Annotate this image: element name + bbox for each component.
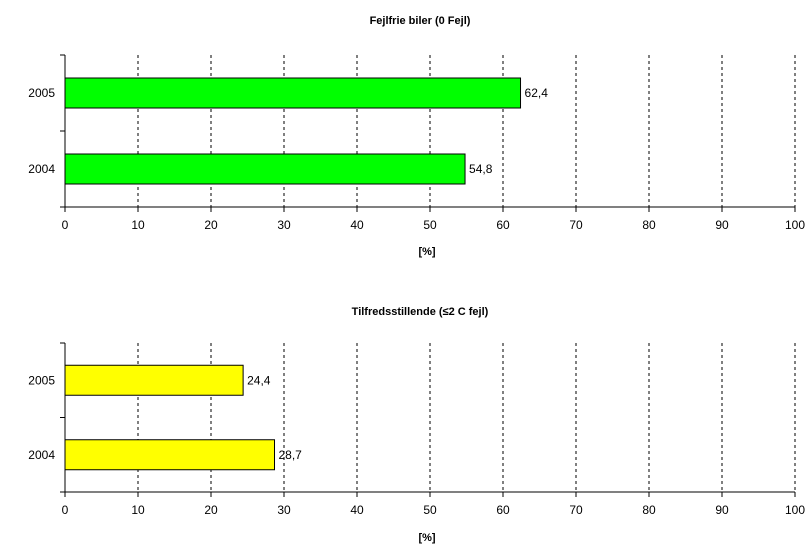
data-label: 28,7 bbox=[279, 448, 303, 462]
chart-title: Fejlfrie biler (0 Fejl) bbox=[370, 15, 471, 27]
data-label: 62,4 bbox=[525, 86, 549, 100]
x-tick-label: 70 bbox=[569, 503, 583, 517]
data-label: 54,8 bbox=[469, 162, 493, 176]
x-tick-label: 0 bbox=[62, 218, 69, 232]
x-tick-label: 80 bbox=[642, 218, 656, 232]
x-tick-label: 70 bbox=[569, 218, 583, 232]
x-tick-label: 100 bbox=[785, 503, 805, 517]
x-axis-label: [%] bbox=[418, 246, 435, 258]
x-tick-label: 0 bbox=[62, 503, 69, 517]
category-label: 2005 bbox=[28, 373, 55, 387]
x-tick-label: 30 bbox=[277, 503, 291, 517]
category-label: 2005 bbox=[28, 86, 55, 100]
x-tick-label: 20 bbox=[204, 218, 218, 232]
x-tick-label: 10 bbox=[131, 503, 145, 517]
x-tick-label: 50 bbox=[423, 218, 437, 232]
x-axis-label: [%] bbox=[418, 532, 435, 544]
data-label: 24,4 bbox=[247, 373, 271, 387]
x-tick-label: 40 bbox=[350, 503, 364, 517]
bar-2004 bbox=[64, 439, 276, 471]
x-tick-label: 90 bbox=[715, 503, 729, 517]
x-tick-label: 50 bbox=[423, 503, 437, 517]
bar-2005 bbox=[64, 77, 522, 109]
chart-2: Tilfredsstillende (≤2 C fejl) 0 10 20 30 40 50… bbox=[28, 306, 805, 544]
x-tick-label: 60 bbox=[496, 503, 510, 517]
bar-2005 bbox=[64, 364, 244, 396]
x-tick-label: 10 bbox=[131, 218, 145, 232]
x-tick-label: 100 bbox=[785, 218, 805, 232]
x-tick-label: 60 bbox=[496, 218, 510, 232]
x-tick-label: 80 bbox=[642, 503, 656, 517]
x-tick-label: 30 bbox=[277, 218, 291, 232]
bar-2004 bbox=[64, 153, 466, 185]
chart-1: Fejlfrie biler (0 Fejl) 0 10 20 30 40 50 60 70 80… bbox=[28, 15, 805, 258]
x-tick-label: 40 bbox=[350, 218, 364, 232]
x-tick-label: 90 bbox=[715, 218, 729, 232]
x-tick-label: 20 bbox=[204, 503, 218, 517]
category-label: 2004 bbox=[28, 448, 55, 462]
chart-title: Tilfredsstillende (≤2 C fejl) bbox=[352, 306, 489, 318]
category-label: 2004 bbox=[28, 162, 55, 176]
